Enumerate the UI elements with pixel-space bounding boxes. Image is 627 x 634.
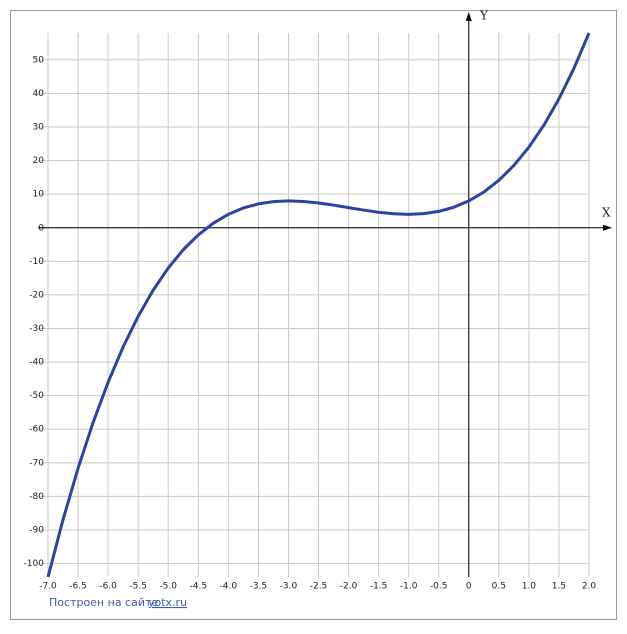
y-tick-label: -60 (29, 425, 44, 435)
x-tick-label: -7.0 (39, 582, 57, 592)
x-tick-label: 2.0 (582, 582, 597, 592)
y-tick-label: -20 (29, 290, 44, 300)
y-tick-label: 10 (33, 190, 45, 200)
x-tick-label: -6.5 (69, 582, 87, 592)
y-axis-label: Y (479, 9, 489, 23)
x-tick-label: 0 (466, 582, 472, 592)
x-tick-label: -3.5 (250, 582, 268, 592)
x-tick-label: -5.0 (159, 582, 177, 592)
footer-text: Построен на сайте (49, 596, 158, 609)
axes: -7.0 -6.5 -6.0 -5.5 -5.0 -4.5 -4.0 -3.5 -3.0 -2.5… (24, 12, 612, 592)
y-tick-label: -100 (24, 559, 45, 569)
y-tick-label: 40 (33, 89, 45, 99)
x-axis-arrow (603, 224, 612, 231)
frame (10, 10, 617, 620)
y-tick-label: -70 (29, 458, 44, 468)
y-tick-label: -40 (29, 358, 44, 368)
x-tick-label: -4.0 (220, 582, 238, 592)
y-tick-label: -90 (29, 525, 44, 535)
y-tick-label: -10 (29, 257, 44, 267)
x-tick-label: -3.0 (280, 582, 298, 592)
x-tick-label: -0.5 (430, 582, 448, 592)
y-tick-label: -50 (29, 391, 44, 401)
x-tick-label: -2.5 (310, 582, 328, 592)
x-tick-label: -6.0 (99, 582, 117, 592)
y-tick-label: -80 (29, 492, 44, 502)
y-tick-label: 50 (33, 55, 45, 65)
x-axis-label: X (602, 206, 611, 220)
curve (46, 32, 591, 578)
x-tick-label: 1.5 (552, 582, 566, 592)
y-tick-label: 30 (33, 123, 45, 133)
y-axis-arrow (465, 12, 472, 21)
x-tick-label: -4.5 (189, 582, 207, 592)
y-tick-label: 20 (33, 156, 45, 166)
plot (46, 32, 591, 578)
x-tick-label: -2.0 (340, 582, 358, 592)
x-tick-label: -1.5 (370, 582, 388, 592)
x-tick-label: 0.5 (492, 582, 506, 592)
footer-link[interactable]: yotx.ru (148, 596, 187, 609)
x-tick-label: -5.5 (129, 582, 147, 592)
x-tick-label: -1.0 (400, 582, 418, 592)
x-tick-label: 1.0 (522, 582, 537, 592)
y-tick-label: -30 (29, 324, 44, 334)
